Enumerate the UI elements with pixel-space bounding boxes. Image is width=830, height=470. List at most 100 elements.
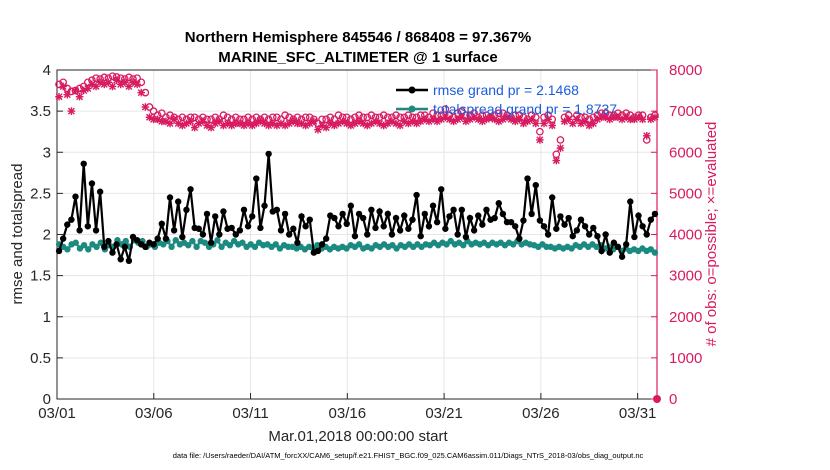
obs-evaluated-point [531, 119, 540, 128]
x-tick-label: 03/11 [232, 405, 268, 422]
spread-point [251, 243, 259, 251]
obs-evaluated-point [194, 119, 203, 128]
rmse-point [175, 198, 182, 205]
rmse-point [651, 210, 659, 218]
rmse-point [454, 231, 461, 238]
rmse-point [396, 227, 404, 234]
obs-possible-point [494, 109, 503, 118]
obs-possible-point [219, 111, 228, 120]
obs-possible-point [322, 115, 331, 124]
rmse-point [631, 233, 638, 241]
spread-point [460, 241, 467, 249]
rmse-point [199, 231, 207, 238]
obs-evaluated-point [199, 117, 207, 126]
legend: rmse grand pr = 2.1468 totalspread grand… [396, 82, 617, 117]
obs-evaluated-point [642, 132, 651, 140]
spread-point [64, 246, 71, 253]
rmse-point [318, 241, 326, 248]
rmse-point [544, 231, 552, 238]
rmse-point [216, 231, 223, 238]
obs-evaluated-point [412, 119, 421, 128]
rmse-point [401, 212, 408, 219]
legend-marker-spread [408, 105, 416, 113]
rmse-point [244, 223, 252, 230]
rmse-point [372, 224, 379, 232]
rmse-point [368, 206, 375, 214]
rmse-point [532, 181, 539, 189]
rmse-point [614, 243, 622, 251]
x-axis-label: Mar.01,2018 00:00:00 start [268, 428, 448, 445]
data-file-footer: data file: /Users/raeder/DAI/ATM_forcXX/… [173, 451, 644, 460]
spread-point [272, 241, 279, 248]
obs-possible-point [108, 72, 117, 81]
rmse-point [273, 206, 281, 214]
obs-possible-point [157, 109, 166, 118]
obs-possible-point [379, 111, 388, 120]
spread-point [122, 237, 129, 245]
obs-evaluated-point [527, 115, 536, 124]
rmse-point [162, 235, 170, 242]
obs-possible-point [367, 111, 376, 120]
y-tick-label: 4 [43, 62, 51, 79]
obs-possible-point [441, 105, 450, 113]
rmse-point [92, 227, 100, 234]
spread-point [239, 239, 246, 246]
obs-possible-point [125, 73, 133, 82]
rmse-point [314, 247, 322, 255]
chart-title: Northern Hemisphere 845546 / 868408 = 97… [185, 29, 531, 46]
obs-evaluated-point [71, 86, 80, 95]
rmse-point [220, 208, 227, 215]
rmse-point [339, 210, 346, 218]
spread-point [72, 239, 79, 246]
rmse-point [606, 249, 613, 256]
rmse-point [627, 198, 634, 205]
spread-point [201, 239, 209, 246]
rmse-point [105, 237, 112, 245]
rmse-point [285, 231, 293, 238]
obs-possible-point [92, 74, 100, 83]
obs-evaluated-point [133, 80, 141, 89]
obs-evaluated-point [536, 136, 544, 144]
rmse-point [635, 212, 642, 219]
rmse-point [380, 223, 387, 230]
rmse-point [392, 214, 400, 222]
rmse-point [536, 217, 544, 224]
obs-evaluated-point [310, 117, 318, 126]
rmse-point [479, 221, 486, 228]
rmse-point [598, 247, 605, 255]
obs-evaluated-point [651, 113, 659, 122]
rmse-point [142, 243, 149, 251]
rmse-point [281, 210, 289, 218]
rmse-point [512, 223, 519, 230]
rmse-point [55, 247, 63, 255]
obs-evaluated-point [137, 88, 146, 97]
obs-evaluated-point [67, 107, 76, 115]
rmse-point [203, 210, 211, 218]
rmse-point [64, 221, 71, 228]
obs-evaluated-point [638, 115, 647, 124]
rmse-point [359, 214, 367, 222]
rmse-point [524, 175, 531, 182]
rmse-point [388, 231, 396, 238]
obs-evaluated-point [544, 115, 552, 124]
y2-tick-label: 1000 [669, 350, 702, 367]
rmse-point [76, 227, 83, 234]
rmse-point [343, 220, 350, 228]
y2-tick-label: 7000 [669, 103, 702, 120]
rmse-point [475, 212, 482, 219]
rmse-point [610, 239, 618, 246]
y-tick-label: 0.5 [30, 350, 51, 367]
rmse-point [150, 241, 157, 248]
rmse-point [433, 218, 441, 226]
y-axis-right: 0 1000 2000 3000 4000 5000 6000 7000 8000 [651, 62, 702, 408]
obs-possible-point [75, 84, 84, 93]
y-axis-label: rmse and totalspread [9, 164, 26, 305]
x-tick-label: 03/21 [425, 405, 463, 422]
rmse-point [133, 237, 141, 244]
rmse-point [417, 232, 424, 240]
rmse-point [347, 202, 355, 209]
rmse-point [569, 232, 576, 240]
obs-possible-point [273, 113, 281, 122]
rmse-point [602, 231, 609, 238]
